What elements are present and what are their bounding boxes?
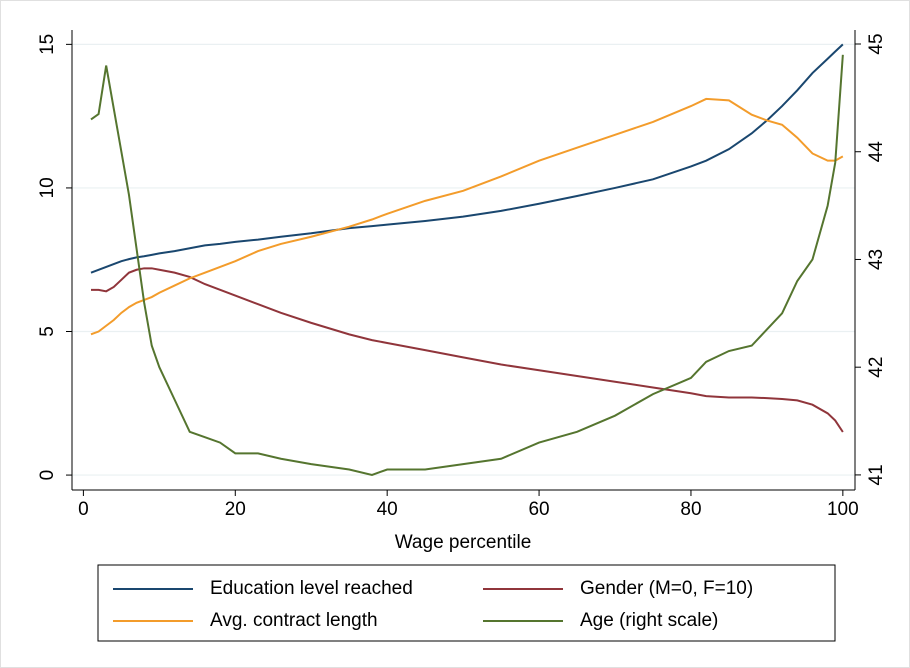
x-tick-label: 60 [528, 499, 549, 520]
legend-box [97, 564, 836, 642]
series-line [90, 54, 844, 476]
y2-tick-label: 43 [866, 249, 887, 270]
x-tick-label: 100 [827, 499, 859, 520]
y2-tick-label: 41 [866, 464, 887, 485]
x-axis-label: Wage percentile [395, 532, 532, 553]
y-tick-label: 0 [37, 470, 58, 481]
y2-tick-label: 45 [866, 33, 887, 54]
y-tick-label: 15 [37, 34, 58, 55]
y-tick-label: 10 [37, 177, 58, 198]
x-tick-label: 20 [225, 499, 246, 520]
y2-tick-label: 44 [866, 141, 887, 163]
x-tick-label: 0 [78, 499, 89, 520]
legend-label: Gender (M=0, F=10) [580, 578, 753, 599]
x-tick-label: 80 [680, 499, 701, 520]
series-line [90, 43, 844, 274]
legend-label: Education level reached [210, 578, 413, 599]
legend-label: Avg. contract length [210, 610, 378, 631]
legend-label: Age (right scale) [580, 610, 718, 631]
y-tick-label: 5 [37, 326, 58, 337]
y2-tick-label: 42 [866, 357, 887, 378]
series-line [90, 97, 844, 336]
x-tick-label: 40 [377, 499, 398, 520]
